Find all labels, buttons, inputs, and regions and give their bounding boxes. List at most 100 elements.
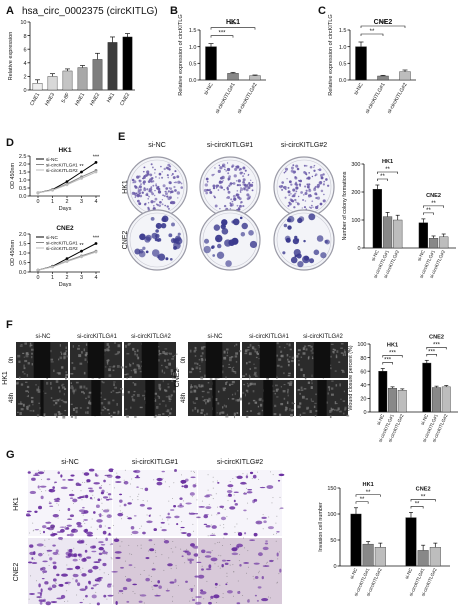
wound-image-cell <box>201 352 204 355</box>
transwell-image-cell <box>205 568 212 571</box>
chart-a-y-tick-label: 6 <box>23 47 26 53</box>
wound-image-cell <box>108 359 110 362</box>
transwell-image-pore <box>59 509 61 511</box>
colony-dish-colony <box>171 174 173 177</box>
chart-d-cne2-x-tick-label: 0 <box>37 275 40 281</box>
chart-d-hk1-point <box>65 180 69 184</box>
transwell-image-pore <box>109 484 111 486</box>
wound-image-cell <box>24 359 28 363</box>
transwell-image-cell <box>87 487 93 489</box>
transwell-image-cell <box>96 602 100 606</box>
colony-dish-colony <box>240 202 242 204</box>
wound-image-cell <box>174 382 177 385</box>
wound-image-cell <box>167 383 170 385</box>
wound-image-cell <box>168 400 171 402</box>
wound-image-gap <box>40 380 44 416</box>
wound-image-cell <box>218 412 221 415</box>
wound-image-cell <box>108 345 110 349</box>
colony-dish-colony <box>166 174 169 177</box>
transwell-image-cell <box>67 507 71 511</box>
transwell-image-cell <box>176 523 179 526</box>
wound-image-cell <box>327 386 331 389</box>
colony-dish-colony <box>301 207 303 209</box>
colony-dish-colony <box>295 190 298 193</box>
wound-image-cell <box>341 370 345 373</box>
chart-c-bar <box>399 71 411 81</box>
transwell-image-cell <box>190 476 196 479</box>
wound-image-cell <box>310 345 313 348</box>
wound-image-cell <box>331 380 334 382</box>
chart-g-y-tick-label: 100 <box>327 512 336 518</box>
wound-image-cell <box>30 348 34 351</box>
wound-image-cell <box>255 401 258 404</box>
transwell-image-cell <box>240 481 247 485</box>
transwell-image-cell <box>224 562 229 566</box>
wound-image-cell <box>200 412 203 414</box>
wound-image-cell <box>247 384 250 388</box>
wound-image-cell <box>157 414 161 416</box>
transwell-image-pore <box>195 483 197 485</box>
transwell-image-pore <box>217 541 219 543</box>
chart-g-sig-bracket <box>410 506 424 509</box>
transwell-image <box>198 470 282 536</box>
transwell-image-pore <box>211 494 213 496</box>
wound-image-cell <box>222 406 224 409</box>
transwell-image-cell <box>29 490 37 495</box>
wound-image-cell <box>224 387 227 389</box>
transwell-image-cell <box>84 549 88 553</box>
wound-image-cell <box>251 346 255 350</box>
colony-dish-colony <box>311 175 314 178</box>
colony-dish-colony <box>303 194 305 196</box>
chart-d-hk1-legend-label: si-NC <box>46 157 59 163</box>
wound-image-cell <box>136 349 139 352</box>
colony-dish-colony <box>305 173 307 176</box>
transwell-image-pore <box>229 544 231 546</box>
wound-image-cell <box>291 356 295 360</box>
transwell-image-cell <box>146 520 153 524</box>
transwell-image-cell <box>196 516 201 519</box>
transwell-image-pore <box>173 482 175 484</box>
wound-image-cell <box>334 370 337 372</box>
transwell-image-cell <box>41 566 46 571</box>
wound-image-cell <box>59 405 61 408</box>
colony-dish-colony <box>174 189 177 192</box>
colony-dish-colony <box>176 175 180 179</box>
wound-image-cell <box>143 397 146 401</box>
transwell-image-pore <box>91 518 93 520</box>
transwell-image-cell <box>221 559 227 562</box>
panel-g-col-label: si-circKITLG#1 <box>132 459 178 466</box>
transwell-image-cell <box>110 543 114 545</box>
transwell-image-pore <box>247 502 249 504</box>
transwell-image-cell <box>34 472 39 475</box>
wound-image-cell <box>285 407 288 410</box>
transwell-image-cell <box>93 561 101 563</box>
colony-dish-colony <box>227 172 230 175</box>
transwell-image-pore <box>238 560 240 562</box>
colony-dish-colony <box>226 195 231 200</box>
wound-image-cell <box>31 352 33 355</box>
wound-image-cell <box>72 408 75 411</box>
wound-image-cell <box>194 355 197 357</box>
wound-image-cell <box>286 401 289 405</box>
transwell-image-pore <box>168 500 170 502</box>
wound-image-cell <box>49 349 52 353</box>
colony-dish-colony <box>290 166 294 170</box>
wound-image-cell <box>57 399 60 402</box>
transwell-image-cell <box>156 481 163 486</box>
transwell-image-pore <box>56 585 58 587</box>
transwell-image-cell <box>84 585 88 590</box>
transwell-image-cell <box>26 510 32 513</box>
wound-image-cell <box>289 381 293 384</box>
transwell-image-cell <box>101 489 105 493</box>
chart-f-x-tick-label: si-NC <box>376 413 386 426</box>
transwell-image-cell <box>200 589 204 592</box>
transwell-image-pore <box>82 481 84 483</box>
wound-image-cell <box>280 365 283 368</box>
wound-image-cell <box>222 387 226 390</box>
wound-image-cell <box>132 347 135 351</box>
colony-dish-colony <box>212 187 216 190</box>
colony-dish-colony <box>146 170 150 174</box>
colony-dish-colony <box>302 199 304 201</box>
transwell-image-pore <box>162 477 164 479</box>
transwell-image-pore <box>164 538 166 540</box>
